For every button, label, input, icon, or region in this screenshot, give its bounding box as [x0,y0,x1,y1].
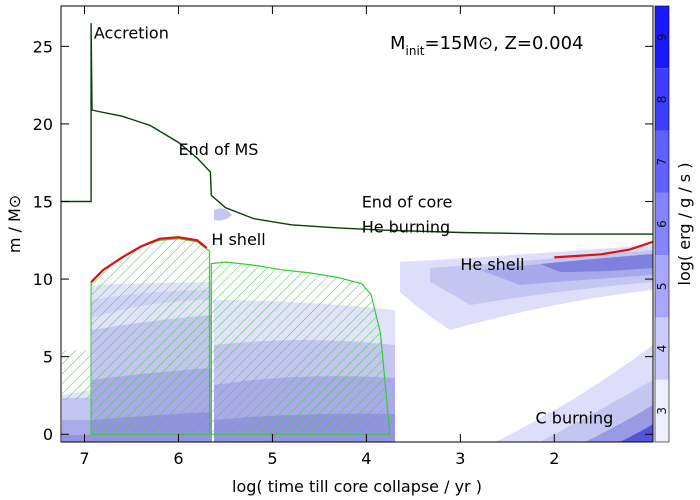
annotation-end-of-ms: End of MS [178,140,258,159]
colorbar-tick-label: 7 [655,158,669,166]
colorbar-band [655,192,669,256]
series-he_shell_flame-line [554,240,653,259]
series-total_mass-line [61,23,653,235]
series-lines [61,23,653,283]
chart-title-rest: =15M⊙, Z=0.004 [425,33,584,54]
x-tick-label: 6 [173,449,183,468]
y-tick-label: 0 [43,425,53,444]
x-tick-label: 5 [267,449,277,468]
colorbar-band [655,6,669,69]
y-tick-label: 10 [33,270,53,289]
x-axis-label: log( time till core collapse / yr ) [232,477,482,496]
colorbar-band [655,68,669,131]
colorbar-tick-label: 3 [655,407,669,415]
colorbar-tick-label: 5 [655,282,669,290]
h-shell-blob [214,208,232,221]
colorbar: 3 4 5 6 7 8 9 [654,5,670,443]
x-tick-label: 3 [455,449,465,468]
chart-title-subscript: init [406,44,425,58]
colorbar-band [655,255,669,318]
colorbar-band [655,379,669,442]
y-tick-label: 5 [43,348,53,367]
annotation-c-burning: C burning [536,408,614,427]
c-burning-inner [585,405,653,442]
y-axis-label: m / M⊙ [5,195,24,253]
colorbar-tick-label: 9 [655,33,669,41]
colorbar-frame [654,5,670,443]
annotation-h-shell: H shell [211,230,265,249]
c-burning-core [620,424,653,442]
early-hatch-region [62,350,92,400]
chart-title: Minit=15M⊙, Z=0.004 [390,33,584,58]
y-tick-label: 15 [33,193,53,212]
x-tick-label: 4 [361,449,371,468]
y-tick-label: 25 [33,37,53,56]
convective-regions [90,238,391,435]
x-tick-label: 7 [79,449,89,468]
plot-frame [60,5,654,443]
he-shell-core [540,254,653,272]
colorbar-tick-label: 4 [655,345,669,353]
annotation-accretion: Accretion [94,24,169,43]
colorbar-label: log( erg / g / s ) [675,163,694,286]
annotation-end-of-core: End of core [362,193,453,212]
x-tick-label: 2 [549,449,559,468]
colorbar-band [655,317,669,380]
series-convective_core-area [90,238,391,435]
colorbar-tick-label: 8 [655,96,669,104]
y-tick-label: 20 [33,115,53,134]
series-h_shell_edge-line [90,236,208,283]
colorbar-band [655,130,669,193]
annotation-he-shell: He shell [460,255,524,274]
annotation-he-burning: He burning [362,218,450,237]
colorbar-tick-label: 6 [655,220,669,228]
annotations: Accretion End of MS End of core He burning H… [94,24,613,428]
